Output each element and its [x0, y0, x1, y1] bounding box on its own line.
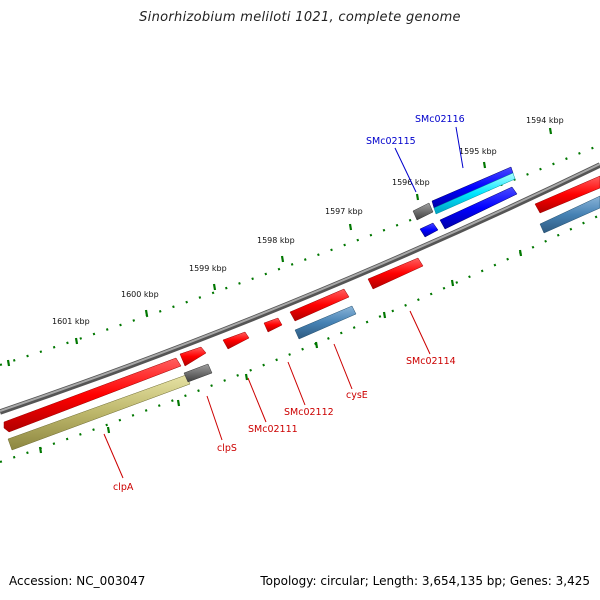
- accession-text: Accession: NC_003047: [9, 574, 146, 588]
- gene-label-cysE: cysE: [346, 390, 368, 401]
- cds-clpA: [7, 374, 191, 451]
- cds-features: [7, 166, 600, 451]
- gene-right-edge: [534, 175, 600, 214]
- cds-SMc02115: [412, 202, 434, 221]
- gene-SMc02112: [263, 317, 283, 333]
- leader-lines: [103, 126, 464, 479]
- gene-label-SMc02112: SMc02112: [284, 407, 334, 418]
- map-title: Sinorhizobium meliloti 1021, complete ge…: [139, 10, 461, 25]
- kbp-label: 1601 kbp: [52, 317, 90, 326]
- cds-right-edge: [539, 195, 600, 234]
- gene-SMc02116: [439, 186, 518, 230]
- cds-clpS: [183, 363, 213, 383]
- gene-SMc02115: [419, 222, 439, 238]
- cds-SMc02116-highlight: [433, 172, 516, 215]
- gene-label-clpA: clpA: [113, 482, 134, 493]
- genome-backbone: [0, 162, 600, 415]
- forward-genes: [3, 175, 600, 433]
- kbp-label: 1598 kbp: [257, 236, 295, 245]
- gene-SMc02114: [367, 257, 424, 290]
- gene-label-SMc02114: SMc02114: [406, 356, 456, 367]
- gene-clpA: [3, 357, 182, 433]
- kbp-label: 1596 kbp: [392, 178, 430, 187]
- gene-SMc02111: [222, 331, 250, 350]
- gene-label-SMc02116: SMc02116: [415, 114, 465, 125]
- gene-label-clpS: clpS: [217, 443, 237, 454]
- kbp-label: 1599 kbp: [189, 264, 227, 273]
- gene-label-SMc02111: SMc02111: [248, 424, 298, 435]
- gene-label-SMc02115: SMc02115: [366, 136, 416, 147]
- kbp-label: 1595 kbp: [459, 147, 497, 156]
- gene-clpS: [179, 346, 207, 367]
- kbp-label: 1597 kbp: [325, 207, 363, 216]
- cds-cysE: [294, 305, 357, 340]
- gene-cysE: [289, 288, 350, 322]
- kbp-label: 1594 kbp: [526, 116, 564, 125]
- highlight-genes: [419, 186, 518, 238]
- genome-summary-text: Topology: circular; Length: 3,654,135 bp…: [260, 574, 590, 588]
- kbp-label: 1600 kbp: [121, 290, 159, 299]
- major-ticks: [6, 127, 553, 454]
